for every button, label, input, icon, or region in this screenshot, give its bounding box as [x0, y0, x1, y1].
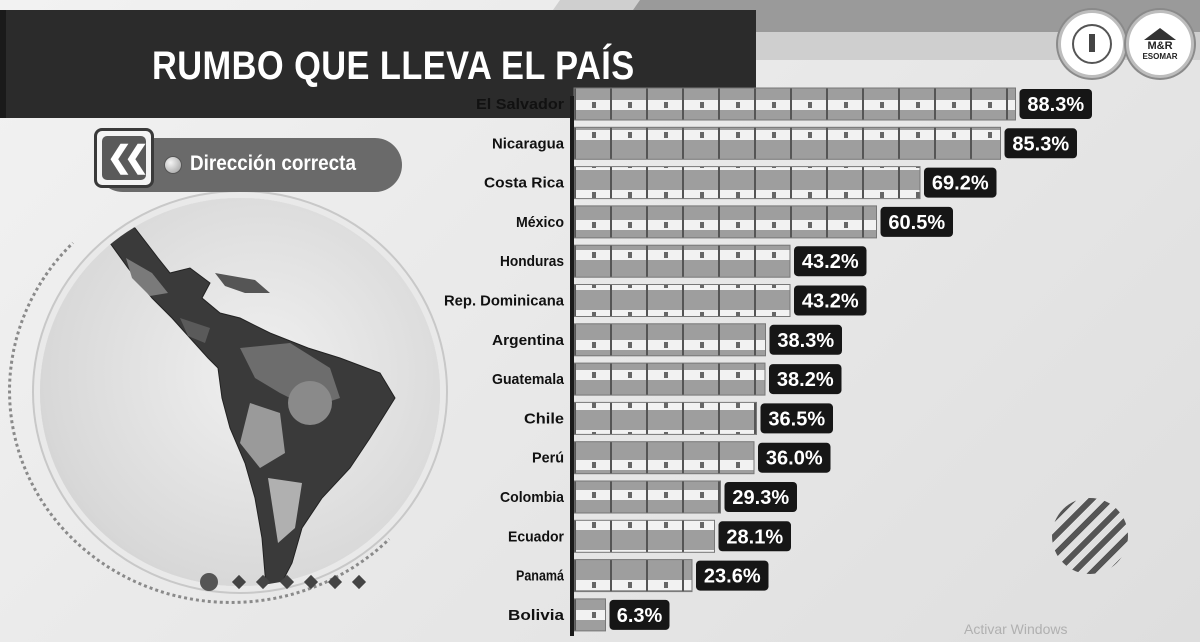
category-label: México — [516, 214, 564, 231]
double-chevron-left-icon: ❮❮ — [94, 128, 154, 188]
value-label-badge — [769, 324, 842, 355]
bar — [573, 559, 693, 593]
category-label: Honduras — [500, 253, 564, 270]
category-label: Panamá — [516, 568, 565, 585]
value-label: 43.2% — [802, 251, 859, 273]
category-label: Rep. Dominicana — [444, 293, 565, 310]
value-label: 28.1% — [726, 526, 783, 548]
legend-label: Dirección correcta — [190, 152, 356, 175]
value-label: 6.3% — [617, 605, 663, 627]
category-label: El Salvador — [476, 96, 564, 113]
hatch-decor — [1052, 498, 1128, 574]
value-label: 38.2% — [777, 369, 834, 391]
americas-map-icon — [99, 217, 396, 586]
bar — [573, 323, 766, 357]
title-bar: RUMBO QUE LLEVA EL PAÍS — [0, 10, 756, 118]
americas-map-globe — [40, 198, 440, 586]
value-label-badge — [924, 167, 997, 198]
value-label: 36.5% — [768, 408, 825, 430]
category-label: Argentina — [492, 332, 565, 349]
category-label: Costa Rica — [484, 175, 565, 192]
bar — [573, 598, 606, 632]
logo-text-mr: M&R — [1147, 39, 1173, 52]
value-label-badge — [880, 206, 953, 237]
legend-marker — [164, 156, 182, 174]
lighthouse-seal-icon — [1058, 10, 1126, 78]
logo-text-esomar: ESOMAR — [1142, 51, 1178, 61]
value-label-badge — [724, 482, 797, 512]
value-label: 38.3% — [777, 330, 834, 352]
value-label-badge — [760, 403, 833, 434]
value-label-badge — [1004, 128, 1077, 159]
bar — [573, 401, 757, 435]
value-label: 88.3% — [1027, 94, 1084, 116]
category-label: Guatemala — [492, 371, 565, 388]
category-label: Ecuador — [508, 528, 564, 545]
y-axis-line — [570, 96, 574, 636]
category-label: Colombia — [500, 489, 565, 506]
bar — [573, 166, 921, 200]
bar — [573, 87, 1016, 121]
value-label: 36.0% — [766, 448, 823, 470]
bar — [573, 519, 715, 553]
bar — [573, 126, 1001, 160]
value-label-badge — [794, 285, 867, 316]
progress-dot — [200, 573, 218, 591]
value-label: 60.5% — [888, 212, 945, 234]
category-label: Chile — [524, 410, 564, 427]
bar — [573, 362, 766, 396]
value-label: 69.2% — [932, 173, 989, 195]
value-label-badge — [758, 442, 831, 473]
value-label-badge — [1019, 89, 1092, 119]
mr-esomar-logo: M&R ESOMAR — [1126, 10, 1194, 78]
category-label: Nicaragua — [492, 135, 565, 152]
bar — [573, 244, 791, 278]
value-label: 85.3% — [1012, 133, 1069, 155]
value-label-badge — [769, 364, 842, 395]
value-label: 29.3% — [732, 487, 789, 509]
value-label: 23.6% — [704, 566, 761, 588]
bar — [573, 480, 721, 514]
value-label-badge — [718, 521, 791, 552]
bar — [573, 284, 791, 317]
bar — [573, 205, 877, 239]
page-title: RUMBO QUE LLEVA EL PAÍS — [152, 44, 635, 88]
dotted-arc-decor — [8, 178, 454, 604]
value-label-badge — [794, 246, 867, 277]
watermark-text: Activar Windows — [964, 621, 1068, 637]
value-label: 43.2% — [802, 291, 859, 313]
bar — [573, 441, 755, 475]
value-label-badge — [696, 560, 769, 591]
category-label: Bolivia — [508, 607, 565, 624]
category-label: Perú — [532, 450, 564, 467]
value-label-badge — [609, 599, 670, 630]
